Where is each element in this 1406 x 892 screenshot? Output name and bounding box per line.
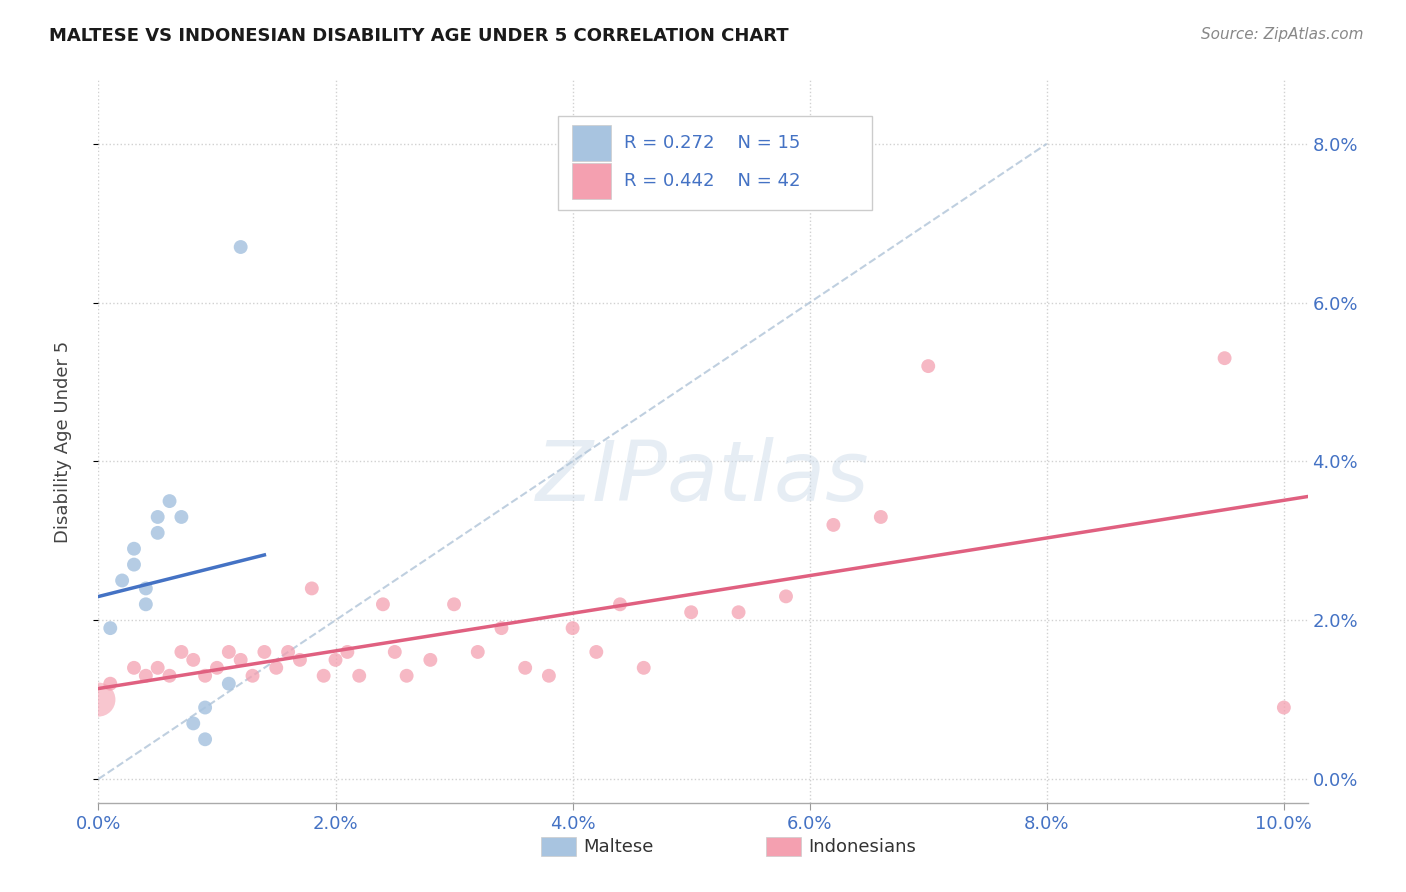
Text: MALTESE VS INDONESIAN DISABILITY AGE UNDER 5 CORRELATION CHART: MALTESE VS INDONESIAN DISABILITY AGE UND…	[49, 27, 789, 45]
Point	[135, 582, 157, 596]
Point	[491, 621, 513, 635]
Point	[288, 653, 311, 667]
Point	[1272, 700, 1295, 714]
Bar	[572, 163, 612, 200]
Point	[98, 676, 121, 690]
Text: R = 0.272    N = 15: R = 0.272 N = 15	[624, 134, 801, 153]
FancyBboxPatch shape	[558, 117, 872, 211]
Point	[515, 661, 537, 675]
Point	[917, 359, 939, 373]
Point	[384, 645, 406, 659]
Point	[194, 732, 217, 747]
Point	[312, 669, 335, 683]
Point	[371, 597, 394, 611]
Point	[181, 716, 204, 731]
Point	[681, 605, 703, 619]
Point	[159, 494, 181, 508]
Point	[122, 661, 145, 675]
Point	[111, 574, 134, 588]
Point	[609, 597, 631, 611]
Point	[325, 653, 347, 667]
Point	[218, 645, 240, 659]
Point	[135, 669, 157, 683]
Point	[633, 661, 655, 675]
Point	[775, 590, 797, 604]
Point	[347, 669, 370, 683]
Point	[301, 582, 323, 596]
Point	[146, 510, 169, 524]
Point	[218, 676, 240, 690]
Point	[443, 597, 465, 611]
Text: Indonesians: Indonesians	[808, 838, 917, 855]
Y-axis label: Disability Age Under 5: Disability Age Under 5	[53, 341, 72, 542]
Text: Maltese: Maltese	[583, 838, 654, 855]
Point	[277, 645, 299, 659]
Point	[264, 661, 287, 675]
Point	[253, 645, 276, 659]
Point	[205, 661, 228, 675]
Point	[194, 700, 217, 714]
Point	[1213, 351, 1236, 366]
Point	[229, 653, 252, 667]
Point	[467, 645, 489, 659]
Point	[194, 669, 217, 683]
Text: R = 0.442    N = 42: R = 0.442 N = 42	[624, 172, 801, 190]
Point	[122, 541, 145, 556]
Point	[170, 510, 193, 524]
Point	[727, 605, 749, 619]
Point	[395, 669, 418, 683]
Point	[170, 645, 193, 659]
Text: ZIPatlas: ZIPatlas	[536, 437, 870, 518]
Point	[336, 645, 359, 659]
Point	[135, 597, 157, 611]
Point	[823, 517, 845, 532]
Point	[561, 621, 583, 635]
Point	[229, 240, 252, 254]
Point	[181, 653, 204, 667]
Point	[87, 692, 110, 706]
Point	[537, 669, 560, 683]
Point	[242, 669, 264, 683]
Bar	[572, 125, 612, 161]
Point	[146, 661, 169, 675]
Point	[98, 621, 121, 635]
Point	[159, 669, 181, 683]
Point	[146, 525, 169, 540]
Point	[869, 510, 891, 524]
Point	[585, 645, 607, 659]
Point	[122, 558, 145, 572]
Text: Source: ZipAtlas.com: Source: ZipAtlas.com	[1201, 27, 1364, 42]
Point	[419, 653, 441, 667]
